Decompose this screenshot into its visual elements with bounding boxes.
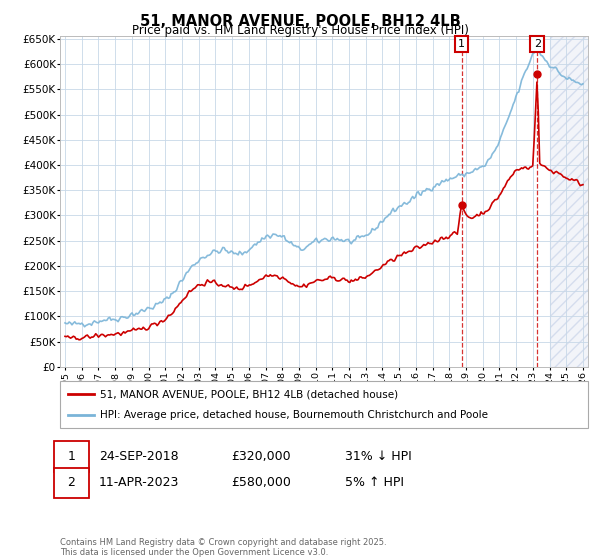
Text: £580,000: £580,000 (231, 476, 291, 489)
Text: 2: 2 (67, 476, 76, 489)
Text: 1: 1 (67, 450, 76, 463)
Text: 1: 1 (458, 39, 465, 49)
Text: £320,000: £320,000 (231, 450, 290, 463)
Text: 51, MANOR AVENUE, POOLE, BH12 4LB: 51, MANOR AVENUE, POOLE, BH12 4LB (140, 14, 460, 29)
Bar (550, 36, 599, 367)
Text: Price paid vs. HM Land Registry's House Price Index (HPI): Price paid vs. HM Land Registry's House … (131, 24, 469, 37)
Text: 5% ↑ HPI: 5% ↑ HPI (345, 476, 404, 489)
Text: HPI: Average price, detached house, Bournemouth Christchurch and Poole: HPI: Average price, detached house, Bour… (100, 410, 488, 420)
Text: 24-SEP-2018: 24-SEP-2018 (99, 450, 179, 463)
Text: 51, MANOR AVENUE, POOLE, BH12 4LB (detached house): 51, MANOR AVENUE, POOLE, BH12 4LB (detac… (100, 389, 398, 399)
Text: 31% ↓ HPI: 31% ↓ HPI (345, 450, 412, 463)
Text: 2: 2 (534, 39, 541, 49)
Bar (550, 36, 599, 367)
Text: Contains HM Land Registry data © Crown copyright and database right 2025.
This d: Contains HM Land Registry data © Crown c… (60, 538, 386, 557)
Text: 11-APR-2023: 11-APR-2023 (99, 476, 179, 489)
FancyBboxPatch shape (60, 381, 588, 428)
